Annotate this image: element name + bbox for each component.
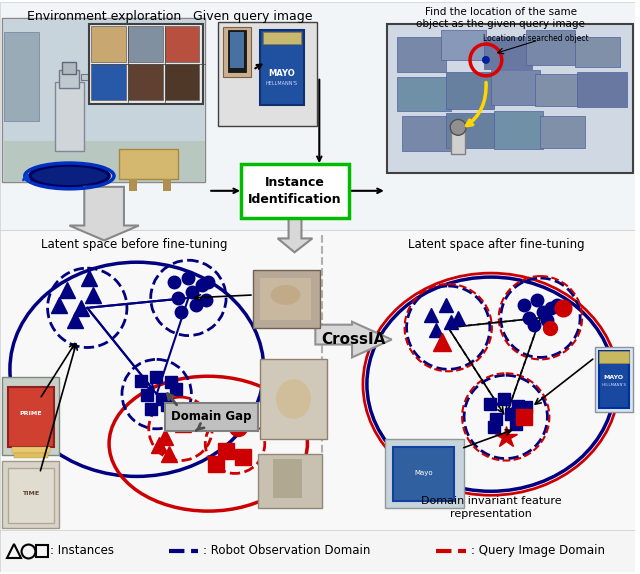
- Circle shape: [450, 119, 466, 135]
- Bar: [446, 114, 494, 148]
- Polygon shape: [278, 219, 312, 253]
- Bar: [0, 530, 635, 572]
- Text: Mayo: Mayo: [414, 471, 433, 476]
- Bar: [599, 351, 628, 363]
- Text: MAYO: MAYO: [268, 69, 295, 78]
- Polygon shape: [69, 187, 139, 241]
- Bar: [575, 37, 620, 67]
- Bar: [451, 129, 465, 154]
- Text: : Robot Observation Domain: : Robot Observation Domain: [204, 544, 371, 557]
- Bar: [164, 64, 199, 99]
- Bar: [164, 26, 199, 62]
- Bar: [0, 231, 635, 533]
- Text: Environment exploration: Environment exploration: [27, 10, 181, 24]
- Text: Domain invariant feature
representation: Domain invariant feature representation: [420, 497, 561, 519]
- Bar: [2, 18, 205, 182]
- Bar: [128, 64, 163, 99]
- Text: Location of searched object: Location of searched object: [483, 34, 588, 43]
- FancyBboxPatch shape: [241, 164, 349, 218]
- Bar: [92, 64, 126, 99]
- Bar: [4, 32, 38, 121]
- Bar: [385, 439, 464, 508]
- Bar: [8, 468, 54, 523]
- Text: TIME: TIME: [22, 491, 39, 496]
- FancyBboxPatch shape: [164, 403, 258, 431]
- Text: Latent space before fine-tuning: Latent space before fine-tuning: [40, 238, 227, 251]
- Text: : Instances: : Instances: [49, 544, 113, 557]
- Bar: [402, 117, 451, 151]
- Bar: [89, 24, 204, 103]
- Text: Given query image: Given query image: [193, 10, 312, 24]
- Bar: [2, 460, 60, 528]
- Bar: [484, 37, 531, 69]
- Bar: [60, 70, 79, 88]
- Bar: [393, 447, 454, 501]
- Bar: [397, 77, 451, 111]
- Bar: [491, 70, 540, 104]
- Bar: [595, 347, 633, 412]
- Bar: [54, 82, 84, 151]
- Ellipse shape: [276, 379, 311, 419]
- Bar: [387, 24, 633, 173]
- Bar: [230, 32, 244, 68]
- Bar: [4, 141, 205, 182]
- Bar: [253, 270, 320, 328]
- Bar: [263, 32, 301, 44]
- Text: MAYO: MAYO: [604, 375, 624, 380]
- Bar: [397, 37, 446, 72]
- Bar: [8, 387, 54, 447]
- Bar: [119, 149, 179, 179]
- Text: Find the location of the same
object as the given query image: Find the location of the same object as …: [417, 7, 585, 29]
- Text: HELLMANN'S: HELLMANN'S: [602, 383, 627, 387]
- Bar: [223, 27, 251, 77]
- Text: CrossIA: CrossIA: [321, 332, 385, 347]
- Bar: [92, 26, 126, 62]
- Bar: [540, 117, 585, 148]
- Text: PRIME: PRIME: [19, 412, 42, 416]
- Bar: [260, 278, 312, 320]
- Bar: [525, 30, 575, 65]
- Bar: [12, 447, 49, 453]
- Bar: [218, 22, 317, 126]
- Bar: [260, 30, 305, 104]
- Text: Latent space after fine-tuning: Latent space after fine-tuning: [408, 238, 584, 251]
- Bar: [446, 72, 494, 110]
- Bar: [260, 359, 327, 439]
- Bar: [129, 179, 137, 191]
- Text: : Query Image Domain: : Query Image Domain: [471, 544, 605, 557]
- Text: HELLMANN'S: HELLMANN'S: [266, 81, 298, 86]
- Bar: [599, 351, 628, 408]
- Bar: [81, 74, 96, 80]
- Bar: [163, 179, 171, 191]
- Ellipse shape: [271, 285, 300, 305]
- Bar: [494, 111, 543, 149]
- Text: Domain Gap: Domain Gap: [171, 410, 252, 424]
- Circle shape: [482, 56, 490, 64]
- Ellipse shape: [29, 165, 109, 187]
- Bar: [63, 62, 76, 74]
- Text: Instance
Identification: Instance Identification: [248, 176, 341, 206]
- Bar: [128, 26, 163, 62]
- Bar: [4, 20, 205, 182]
- Bar: [94, 67, 100, 87]
- Bar: [0, 2, 635, 231]
- Bar: [14, 453, 47, 457]
- Bar: [273, 459, 303, 498]
- Bar: [442, 30, 486, 60]
- Bar: [577, 72, 627, 107]
- Bar: [258, 453, 323, 508]
- Polygon shape: [316, 321, 392, 358]
- Bar: [536, 74, 580, 106]
- Bar: [228, 30, 246, 72]
- Bar: [2, 377, 60, 455]
